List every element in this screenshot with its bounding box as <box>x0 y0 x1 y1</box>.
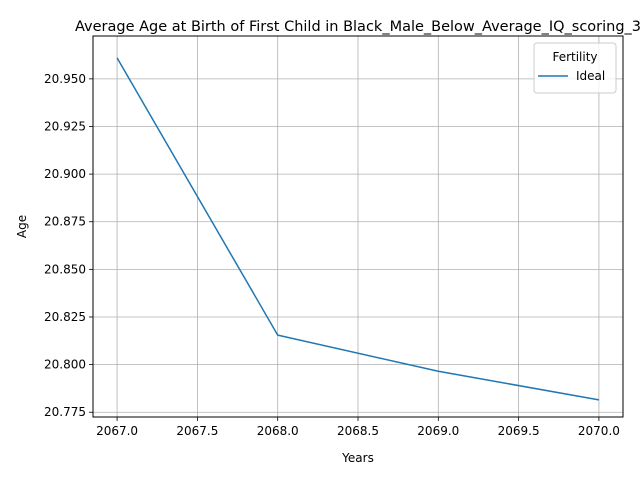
legend-title: Fertility <box>552 50 597 64</box>
y-tick-label: 20.875 <box>44 215 86 229</box>
x-axis-label: Years <box>341 451 374 465</box>
legend-entry-ideal: Ideal <box>576 69 605 83</box>
grid-lines <box>93 36 623 417</box>
y-axis-label: Age <box>15 215 29 238</box>
legend: Fertility Ideal <box>533 42 617 94</box>
y-tick-label: 20.850 <box>44 262 86 276</box>
x-tick-label: 2070.0 <box>578 424 620 438</box>
y-tick-label: 20.950 <box>44 72 86 86</box>
x-tick-label: 2069.5 <box>498 424 540 438</box>
y-tick-label: 20.925 <box>44 119 86 133</box>
y-tick-label: 20.800 <box>44 358 86 372</box>
x-tick-label: 2067.0 <box>96 424 138 438</box>
x-tick-label: 2069.0 <box>417 424 459 438</box>
series-line-ideal <box>116 57 600 401</box>
chart-title: Average Age at Birth of First Child in B… <box>75 19 640 35</box>
x-tick-label: 2067.5 <box>176 424 218 438</box>
y-tick-label: 20.775 <box>44 405 86 419</box>
x-tick-label: 2068.0 <box>257 424 299 438</box>
x-tick-label: 2068.5 <box>337 424 379 438</box>
axis-ticks: 2067.0 2067.5 2068.0 2068.5 2069.0 2069.5 2070… <box>44 72 620 438</box>
series-lines <box>116 57 600 401</box>
y-tick-label: 20.825 <box>44 310 86 324</box>
y-tick-label: 20.900 <box>44 167 86 181</box>
legend-box <box>533 42 617 94</box>
